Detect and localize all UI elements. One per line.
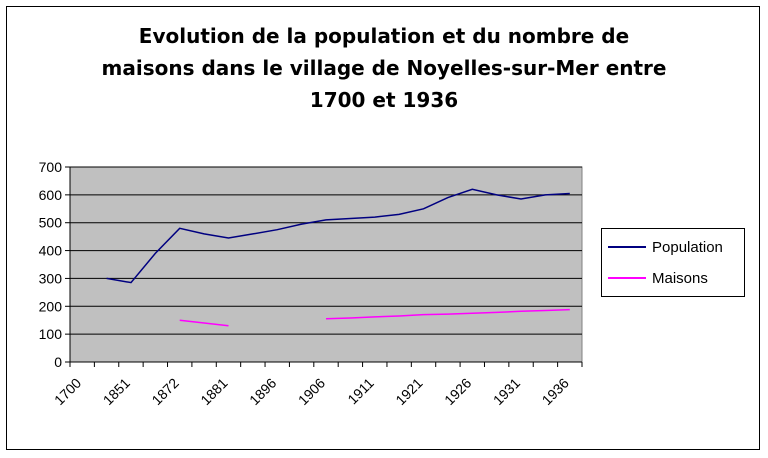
- x-tick-label-1872: 1872: [148, 375, 181, 408]
- legend-item-population: Population: [608, 237, 723, 257]
- x-tick-label-1911: 1911: [344, 375, 377, 408]
- series-line-population-0: [106, 188, 570, 284]
- y-tick-label-100: 100: [39, 326, 63, 342]
- chart-legend: Population Maisons: [601, 228, 745, 297]
- x-tick-label-1926: 1926: [441, 375, 474, 408]
- y-tick-label-700: 700: [39, 159, 63, 175]
- x-tick-label-1921: 1921: [392, 375, 425, 408]
- series-line-maisons-1: [325, 308, 570, 320]
- x-tick-label-1931: 1931: [490, 375, 523, 408]
- series-line-maisons-0: [179, 319, 229, 327]
- plot-area: [69, 166, 583, 363]
- x-tick-label-1881: 1881: [197, 375, 230, 408]
- chart-title-line-3: 1700 et 1936: [309, 88, 459, 112]
- y-tick-label-400: 400: [39, 243, 63, 259]
- chart-title: Evolution de la population et du nombre …: [0, 20, 768, 116]
- y-tick-label-300: 300: [39, 270, 63, 286]
- y-tick-label-0: 0: [54, 354, 62, 370]
- y-tick-label-600: 600: [39, 187, 63, 203]
- chart-title-line-2: maisons dans le village de Noyelles-sur-…: [101, 56, 667, 80]
- x-tick-label-1851: 1851: [100, 375, 133, 408]
- legend-label-maisons: Maisons: [652, 269, 708, 287]
- legend-swatch-population: [608, 246, 646, 248]
- legend-swatch-maisons: [608, 277, 646, 279]
- x-tick-label-1936: 1936: [539, 375, 572, 408]
- chart-title-line-1: Evolution de la population et du nombre …: [138, 24, 630, 48]
- y-tick-label-500: 500: [39, 215, 63, 231]
- legend-item-maisons: Maisons: [608, 268, 708, 288]
- x-tick-label-1906: 1906: [295, 375, 328, 408]
- x-tick-label-1700: 1700: [51, 375, 84, 408]
- x-tick-label-1896: 1896: [246, 375, 279, 408]
- y-tick-label-200: 200: [39, 298, 63, 314]
- legend-label-population: Population: [652, 238, 723, 256]
